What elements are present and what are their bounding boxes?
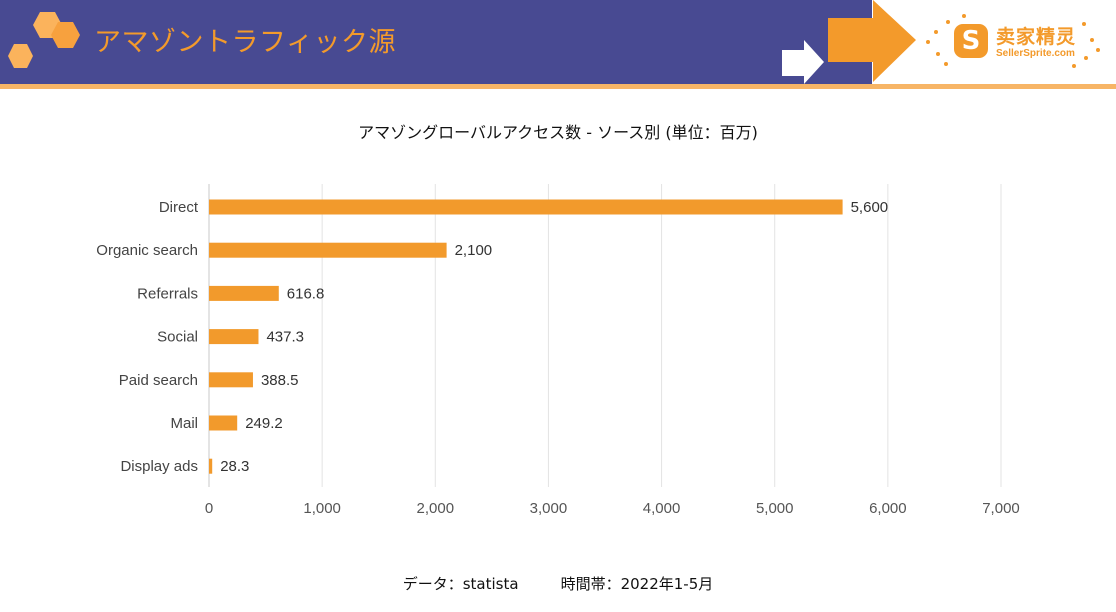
x-tick-label: 1,000: [303, 500, 341, 517]
data-label: 249.2: [245, 415, 283, 432]
page-title: アマゾントラフィック源: [94, 27, 396, 58]
x-tick-label: 0: [205, 500, 213, 517]
page-header: アマゾントラフィック源 S 卖家精灵 SellerSprite.com: [0, 0, 1116, 90]
x-tick-label: 6,000: [869, 500, 907, 517]
data-label: 437.3: [266, 329, 304, 346]
bar: [209, 329, 259, 345]
category-label: Direct: [159, 199, 199, 216]
sellersprite-logo: S 卖家精灵 SellerSprite.com: [922, 12, 1102, 72]
category-label: Paid search: [119, 372, 198, 389]
x-tick-label: 2,000: [417, 500, 455, 517]
x-tick-label: 4,000: [643, 500, 681, 517]
logo-text: 卖家精灵: [996, 26, 1077, 48]
bar: [209, 372, 253, 388]
x-tick-label: 3,000: [530, 500, 568, 517]
bar: [209, 199, 843, 215]
x-tick-label: 7,000: [982, 500, 1020, 517]
data-source: データ：statista: [402, 575, 519, 593]
category-label: Social: [157, 329, 198, 346]
bar: [209, 415, 238, 431]
chart-title: アマゾングローバルアクセス数 - ソース別 (単位：百万): [358, 123, 758, 142]
data-label: 388.5: [261, 372, 299, 389]
bar: [209, 285, 279, 301]
data-label: 616.8: [287, 285, 325, 302]
data-label: 5,600: [851, 199, 889, 216]
logo-url: SellerSprite.com: [996, 48, 1075, 59]
x-tick-label: 5,000: [756, 500, 794, 517]
bar: [209, 242, 447, 258]
logo-mark-icon: S: [954, 24, 988, 58]
category-label: Organic search: [96, 242, 198, 259]
header-band: [0, 0, 872, 84]
chart-footer: データ：statista 時間帯：2022年1-5月: [0, 573, 1116, 594]
hexagon-logo-icon: [8, 12, 80, 68]
category-label: Mail: [170, 415, 198, 432]
category-label: Referrals: [137, 285, 198, 302]
data-label: 2,100: [455, 242, 493, 259]
time-period: 時間帯：2022年1-5月: [560, 575, 714, 593]
header-divider: [0, 84, 1116, 89]
bar: [209, 458, 213, 474]
data-label: 28.3: [220, 458, 249, 475]
arrow-decoration-icon: [782, 0, 916, 84]
category-label: Display ads: [120, 458, 198, 475]
